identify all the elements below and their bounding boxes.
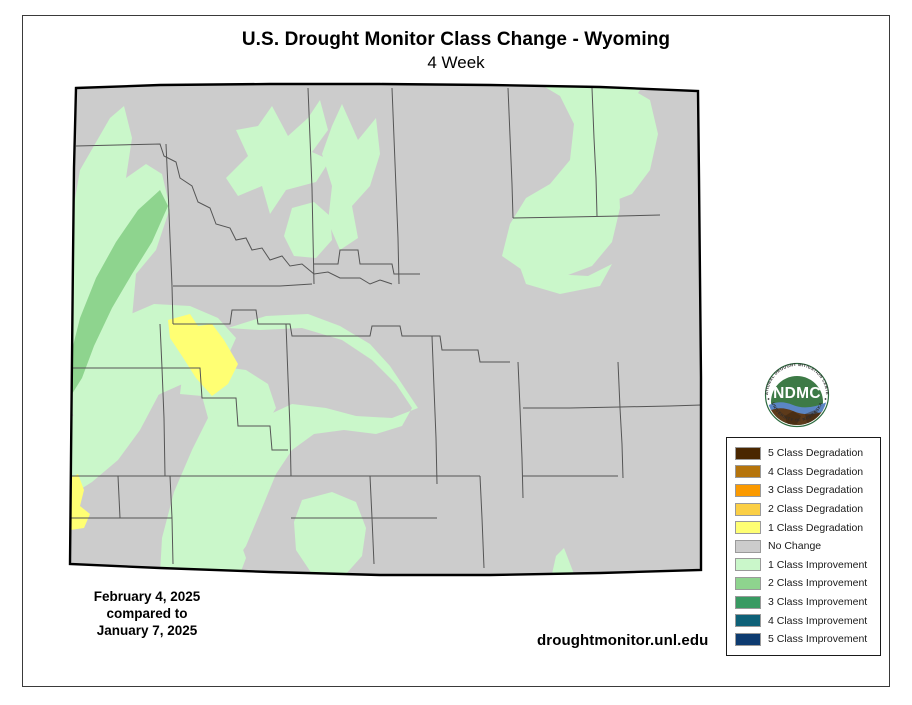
logo-dot-left xyxy=(767,398,770,400)
legend-item-3-class-degradation[interactable]: 3 Class Degradation xyxy=(727,481,880,500)
legend-label: 5 Class Degradation xyxy=(768,447,864,460)
legend-item-3-class-improvement[interactable]: 3 Class Improvement xyxy=(727,593,880,612)
legend-item-1-class-improvement[interactable]: 1 Class Improvement xyxy=(727,556,880,575)
legend-label: 2 Class Improvement xyxy=(768,577,868,590)
legend-item-2-class-degradation[interactable]: 2 Class Degradation xyxy=(727,500,880,519)
wyoming-map-svg[interactable] xyxy=(40,78,720,578)
legend-label: No Change xyxy=(768,540,822,553)
ndmc-logo-svg: NATIONAL DROUGHT MITIGATION CENTER UNIVE… xyxy=(753,354,830,428)
caption-previous-date: January 7, 2025 xyxy=(96,623,198,638)
legend-item-4-class-improvement[interactable]: 4 Class Improvement xyxy=(727,611,880,630)
page-title: U.S. Drought Monitor Class Change - Wyom… xyxy=(241,29,671,50)
legend-item-no-change[interactable]: No Change xyxy=(727,537,880,556)
legend-swatch xyxy=(735,521,761,535)
legend-swatch xyxy=(735,446,761,460)
title-block: U.S. Drought Monitor Class Change - Wyom… xyxy=(0,28,912,74)
legend-swatch xyxy=(735,465,761,479)
map-fill-layer xyxy=(70,84,701,575)
region-1-degradation-west-central xyxy=(168,314,238,396)
county-boundaries xyxy=(70,87,701,569)
region-1-improvement-northeast-east xyxy=(578,86,658,204)
legend-label: 2 Class Degradation xyxy=(768,503,864,516)
legend-swatch xyxy=(735,539,761,553)
ndmc-logo: NATIONAL DROUGHT MITIGATION CENTER UNIVE… xyxy=(753,354,839,432)
legend-item-1-class-degradation[interactable]: 1 Class Degradation xyxy=(727,518,880,537)
caption-compared-to: compared to xyxy=(106,606,188,621)
legend-label: 4 Class Degradation xyxy=(768,465,864,478)
region-1-improvement-bottom-center xyxy=(216,530,246,574)
website-url[interactable]: droughtmonitor.unl.edu xyxy=(537,632,709,649)
wyoming-map[interactable] xyxy=(40,78,720,578)
legend-label: 3 Class Degradation xyxy=(768,484,864,497)
comparison-date-caption: February 4, 2025 compared to January 7, … xyxy=(52,588,242,639)
logo-blue-wave xyxy=(767,402,827,415)
region-1-improvement-south-band xyxy=(160,366,276,574)
logo-ridge-a xyxy=(785,411,801,424)
legend-label: 1 Class Degradation xyxy=(768,521,864,534)
legend-swatch xyxy=(735,614,761,628)
region-1-improvement-north-central-a xyxy=(226,100,330,214)
legend-label: 4 Class Improvement xyxy=(768,614,868,627)
legend: 5 Class Degradation 4 Class Degradation … xyxy=(726,437,881,656)
legend-item-5-class-degradation[interactable]: 5 Class Degradation xyxy=(727,444,880,463)
legend-swatch xyxy=(735,576,761,590)
logo-dot-right xyxy=(824,398,827,400)
legend-swatch xyxy=(735,558,761,572)
legend-label: 3 Class Improvement xyxy=(768,596,868,609)
legend-item-4-class-degradation[interactable]: 4 Class Degradation xyxy=(727,463,880,482)
legend-swatch xyxy=(735,632,761,646)
legend-item-5-class-improvement[interactable]: 5 Class Improvement xyxy=(727,630,880,649)
region-1-improvement-southwest xyxy=(294,492,366,574)
page-subtitle: 4 Week xyxy=(427,53,485,72)
legend-swatch xyxy=(735,483,761,497)
legend-swatch xyxy=(735,595,761,609)
logo-acronym: NDMC xyxy=(773,385,821,402)
legend-swatch xyxy=(735,502,761,516)
region-1-degradation-west-border xyxy=(70,474,90,530)
region-1-improvement-southeast-sliver xyxy=(552,548,574,574)
region-2-improvement-west xyxy=(70,190,168,394)
legend-label: 5 Class Improvement xyxy=(768,633,868,646)
region-1-improvement-central-north xyxy=(284,202,332,258)
legend-label: 1 Class Improvement xyxy=(768,558,868,571)
state-outline xyxy=(68,82,703,577)
region-1-improvement-north-central-b xyxy=(322,104,380,250)
region-1-improvement-northeast-wedge xyxy=(516,256,612,294)
caption-current-date: February 4, 2025 xyxy=(93,589,201,604)
legend-item-2-class-improvement[interactable]: 2 Class Improvement xyxy=(727,574,880,593)
region-1-improvement-south-central xyxy=(186,314,418,574)
